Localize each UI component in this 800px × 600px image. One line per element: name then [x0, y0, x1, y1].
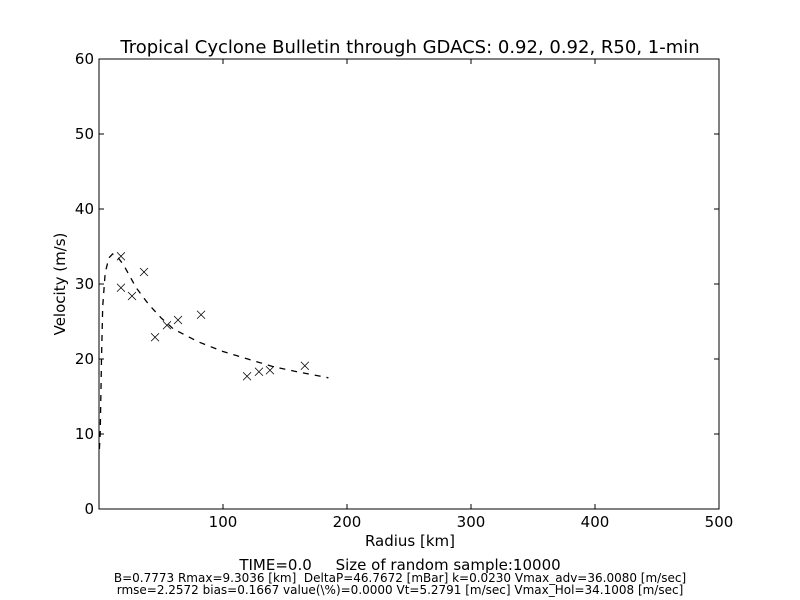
y-tick-label: 20: [75, 350, 94, 368]
x-tick-label: 500: [705, 513, 734, 531]
y-tick-label: 60: [75, 50, 94, 68]
footer-line-1: TIME=0.0 Size of random sample:10000: [238, 556, 560, 574]
footer-line-2: B=0.7773 Rmax=9.3036 [km] DeltaP=46.7672…: [114, 571, 686, 585]
y-tick-label: 10: [75, 425, 94, 443]
data-point: [254, 367, 264, 377]
x-axis-label: Radius [km]: [365, 532, 455, 550]
data-point: [300, 361, 310, 371]
data-point: [173, 315, 183, 325]
fitted-curve: [98, 253, 329, 450]
data-point: [196, 310, 206, 320]
plot-frame: [98, 58, 720, 510]
data-point: [127, 291, 137, 301]
x-tick-label: 200: [333, 513, 362, 531]
x-tick-label: 100: [209, 513, 238, 531]
data-point: [116, 283, 126, 293]
y-tick-label: 40: [75, 200, 94, 218]
data-point: [242, 371, 252, 381]
data-point: [265, 365, 275, 375]
y-axis-label: Velocity (m/s): [51, 233, 69, 336]
x-tick-label: 300: [457, 513, 486, 531]
y-tick-label: 0: [84, 500, 94, 518]
x-tick-label: 400: [581, 513, 610, 531]
y-tick-label: 50: [75, 125, 94, 143]
data-point: [116, 251, 126, 261]
footer-line-3: rmse=2.2572 bias=0.1667 value(\%)=0.0000…: [117, 583, 684, 597]
data-point: [139, 267, 149, 277]
data-point: [150, 332, 160, 342]
data-point: [162, 320, 172, 330]
chart-title: Tropical Cyclone Bulletin through GDACS:…: [119, 37, 699, 58]
y-tick-label: 30: [75, 275, 94, 293]
